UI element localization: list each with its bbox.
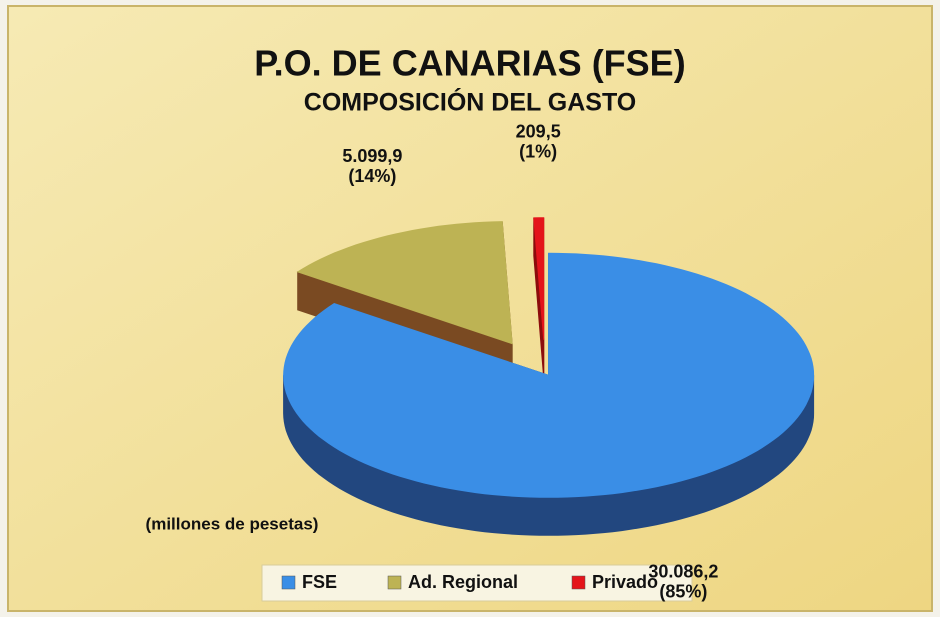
percentage-label: (1%): [519, 142, 557, 162]
legend-label: Ad. Regional: [408, 572, 518, 592]
chart-subtitle: COMPOSICIÓN DEL GASTO: [304, 87, 636, 117]
annotation: (millones de pesetas): [146, 514, 319, 533]
slice: [296, 221, 513, 345]
legend-swatch: [387, 575, 402, 590]
chart-title: P.O. DE CANARIAS (FSE): [254, 43, 685, 84]
legend-swatch: [571, 575, 586, 590]
value-label: 30.086,2: [648, 562, 718, 582]
percentage-label: (85%): [659, 582, 707, 602]
value-label: 209,5: [516, 122, 561, 142]
percentage-label: (14%): [348, 166, 396, 186]
legend-swatch: [281, 575, 296, 590]
value-label: 5.099,9: [342, 146, 402, 166]
legend-box: [261, 564, 693, 602]
legend-label: FSE: [302, 572, 337, 592]
slice: [283, 252, 815, 498]
slice: [533, 217, 545, 340]
legend-label: Privado: [592, 572, 658, 592]
